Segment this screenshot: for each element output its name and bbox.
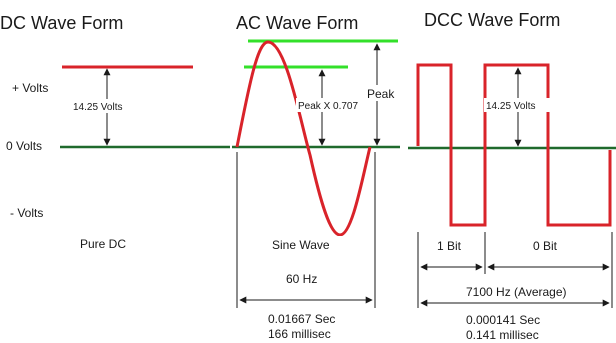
dcc-frequency: 7100 Hz (Average) [466, 285, 567, 299]
dcc-bit1-label: 1 Bit [437, 239, 462, 253]
label-zero-volts: 0 Volts [6, 139, 42, 153]
ac-period-sec: 0.01667 Sec [268, 312, 335, 326]
dcc-period-ms: 0.141 millisec [466, 328, 539, 342]
title-dcc: DCC Wave Form [424, 10, 560, 30]
ac-frequency: 60 Hz [286, 272, 317, 286]
label-plus-volts: + Volts [12, 81, 48, 95]
title-ac: AC Wave Form [236, 13, 358, 33]
dc-voltage-label: 14.25 Volts [73, 102, 122, 113]
dc-caption: Pure DC [80, 237, 126, 251]
ac-rms-label: Peak X 0.707 [298, 101, 358, 112]
label-minus-volts: - Volts [10, 206, 43, 220]
dcc-voltage-label: 14.25 Volts [486, 101, 535, 112]
dcc-bit0-label: 0 Bit [533, 239, 558, 253]
title-dc: DC Wave Form [0, 13, 123, 33]
dcc-voltage-label-bg [484, 98, 554, 112]
dcc-square-wave [416, 63, 612, 227]
dc-voltage-label-bg [72, 99, 142, 113]
ac-peak-label: Peak [367, 87, 395, 101]
dcc-period-sec: 0.000141 Sec [466, 313, 540, 327]
ac-period-ms: 166 millisec [268, 327, 331, 341]
ac-caption: Sine Wave [272, 238, 330, 252]
ac-caption-bg [270, 236, 344, 252]
ac-sine-wave [235, 40, 372, 237]
ac-peak-label-bg [365, 85, 399, 101]
ac-rms-label-bg [296, 98, 368, 112]
